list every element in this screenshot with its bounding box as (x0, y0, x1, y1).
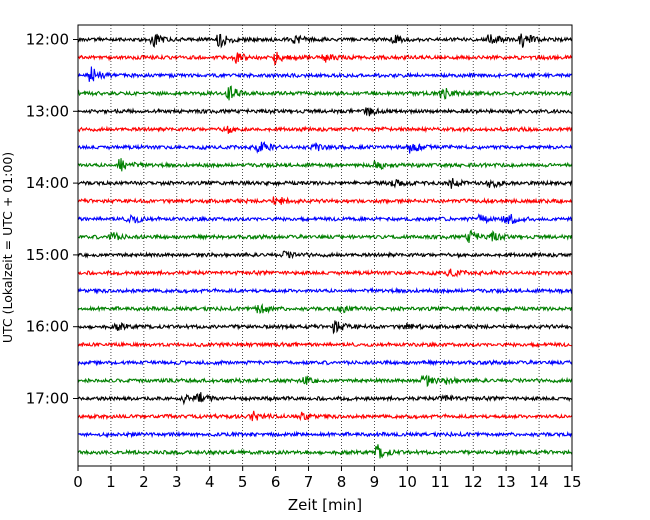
y-tick-label: 17:00 (26, 390, 69, 408)
x-tick-label: 2 (139, 473, 149, 491)
y-axis-title: UTC (Lokalzeit = UTC + 01:00) (0, 152, 15, 343)
trace-1400 (77, 177, 573, 189)
y-tick-label: 16:00 (26, 318, 69, 336)
x-tick-label: 4 (205, 473, 215, 491)
traces-layer (77, 33, 573, 459)
trace-1630 (77, 358, 573, 367)
x-tick-label: 15 (562, 473, 581, 491)
x-tick-label: 10 (398, 473, 417, 491)
trace-1345 (77, 158, 573, 172)
trace-1245 (77, 85, 573, 101)
x-tick-label: 1 (106, 473, 116, 491)
trace-1745 (77, 444, 573, 459)
y-tick-label: 13:00 (26, 102, 69, 120)
trace-1200 (77, 33, 573, 49)
x-tick-label: 0 (73, 473, 83, 491)
trace-1715 (77, 410, 573, 422)
trace-1600 (77, 320, 573, 335)
trace-1445 (77, 229, 573, 244)
x-tick-label: 12 (464, 473, 483, 491)
trace-1300 (77, 107, 573, 117)
x-axis-title: Zeit [min] (288, 496, 362, 514)
trace-1215 (77, 51, 573, 67)
plot-frame (77, 24, 573, 467)
x-tick-label: 9 (370, 473, 380, 491)
x-tick-label: 6 (271, 473, 281, 491)
x-tick-label: 3 (172, 473, 182, 491)
trace-1500 (77, 250, 573, 260)
trace-1615 (77, 340, 573, 349)
trace-1515 (77, 268, 573, 278)
trace-1230 (77, 66, 573, 82)
x-tick-label: 8 (337, 473, 347, 491)
trace-1730 (77, 430, 573, 439)
trace-1430 (77, 213, 573, 225)
trace-1545 (77, 303, 573, 315)
trace-1415 (77, 196, 573, 206)
grid-layer (110, 25, 540, 466)
x-tick-label: 11 (431, 473, 450, 491)
x-tick-label: 7 (304, 473, 314, 491)
y-ticks: 12:00 13:00 14:00 15:00 16:00 17:00 (26, 31, 78, 408)
x-tick-label: 14 (530, 473, 549, 491)
y-tick-label: 15:00 (26, 246, 69, 264)
trace-1315 (77, 125, 573, 134)
x-tick-label: 13 (497, 473, 516, 491)
trace-1530 (77, 286, 573, 295)
y-tick-label: 12:00 (26, 31, 69, 49)
x-tick-label: 5 (238, 473, 248, 491)
x-ticks: 0 1 2 3 4 5 6 7 8 9 10 11 12 13 14 15 (73, 466, 582, 491)
trace-1645 (77, 374, 573, 388)
trace-1330 (77, 141, 573, 154)
y-tick-label: 14:00 (26, 174, 69, 192)
trace-1700 (77, 392, 573, 406)
